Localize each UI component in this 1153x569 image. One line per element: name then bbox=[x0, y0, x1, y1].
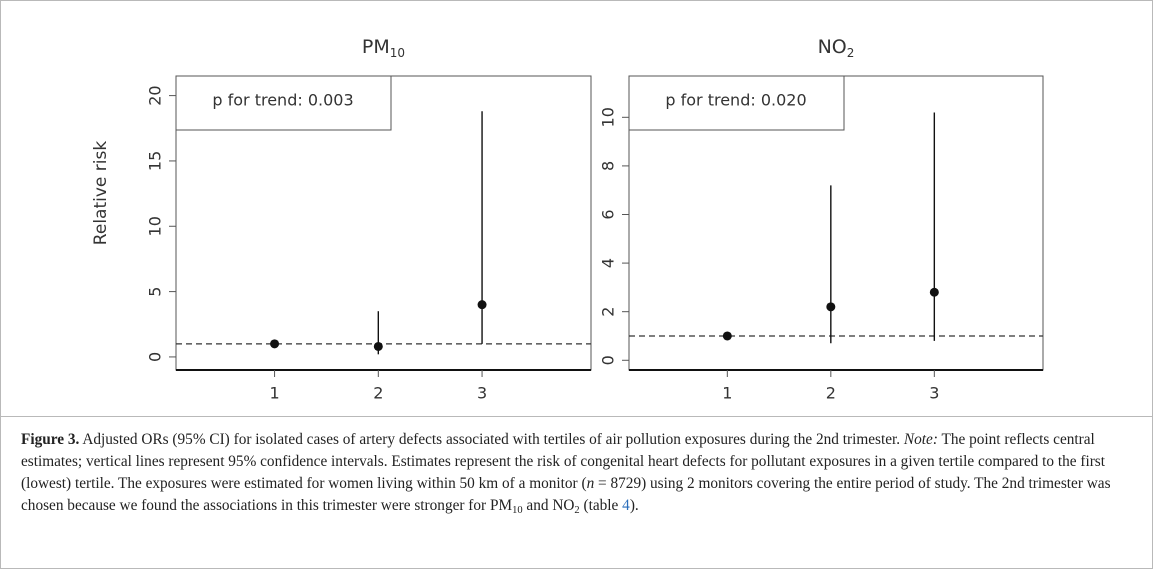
y-tick-label: 10 bbox=[146, 216, 165, 236]
caption-text: The point reflects central estimates; ve… bbox=[21, 431, 1105, 492]
caption-text: n bbox=[586, 475, 595, 492]
caption-text: 10 bbox=[512, 505, 523, 516]
point bbox=[722, 331, 732, 341]
y-tick-label: 4 bbox=[599, 258, 618, 268]
x-tick-label: 1 bbox=[722, 384, 732, 403]
caption-text: Note: bbox=[903, 431, 938, 448]
title-subscript: 2 bbox=[847, 46, 855, 60]
point bbox=[477, 300, 487, 310]
chart-title: NO2 bbox=[818, 36, 855, 60]
y-tick-label: 15 bbox=[146, 151, 165, 171]
point bbox=[270, 339, 280, 349]
caption-text: ). bbox=[629, 497, 639, 514]
caption-text: and NO bbox=[522, 497, 575, 514]
y-tick-label: 2 bbox=[599, 307, 618, 317]
y-axis-label: Relative risk bbox=[91, 141, 111, 246]
annotation: p for trend: 0.003 bbox=[212, 91, 353, 110]
separator bbox=[1, 416, 1152, 417]
caption-text[interactable]: 4 bbox=[622, 497, 630, 514]
caption-text: (table bbox=[579, 497, 623, 514]
title-text: NO bbox=[818, 36, 847, 58]
point bbox=[373, 341, 383, 351]
x-tick-label: 1 bbox=[269, 384, 279, 403]
caption-text: 2 bbox=[574, 505, 580, 516]
y-tick-label: 8 bbox=[599, 161, 618, 171]
y-tick-label: 5 bbox=[146, 287, 165, 297]
x-tick-label: 3 bbox=[929, 384, 939, 403]
annotation-box bbox=[628, 75, 845, 131]
y-tick-label: 6 bbox=[599, 209, 618, 219]
title-text: PM bbox=[362, 36, 390, 58]
title-subscript: 10 bbox=[390, 46, 405, 60]
x-tick-label: 3 bbox=[477, 384, 487, 403]
x-tick-label: 2 bbox=[826, 384, 836, 403]
y-tick-label: 20 bbox=[146, 85, 165, 105]
y-tick-label: 0 bbox=[146, 352, 165, 362]
caption-label: Figure 3. bbox=[21, 431, 80, 448]
annotation-box bbox=[175, 75, 392, 131]
y-tick-label: 10 bbox=[599, 107, 618, 127]
y-tick-label: 0 bbox=[599, 355, 618, 365]
point bbox=[826, 302, 836, 312]
caption: Figure 3. Adjusted ORs (95% CI) for isol… bbox=[21, 429, 1133, 517]
caption-text: = 8729) using 2 monitors covering the en… bbox=[21, 475, 1111, 514]
annotation: p for trend: 0.020 bbox=[665, 91, 806, 110]
caption-text: Adjusted ORs (95% CI) for isolated cases… bbox=[79, 431, 904, 448]
chart-title: PM10 bbox=[362, 36, 405, 60]
point bbox=[929, 287, 939, 297]
x-tick-label: 2 bbox=[373, 384, 383, 403]
